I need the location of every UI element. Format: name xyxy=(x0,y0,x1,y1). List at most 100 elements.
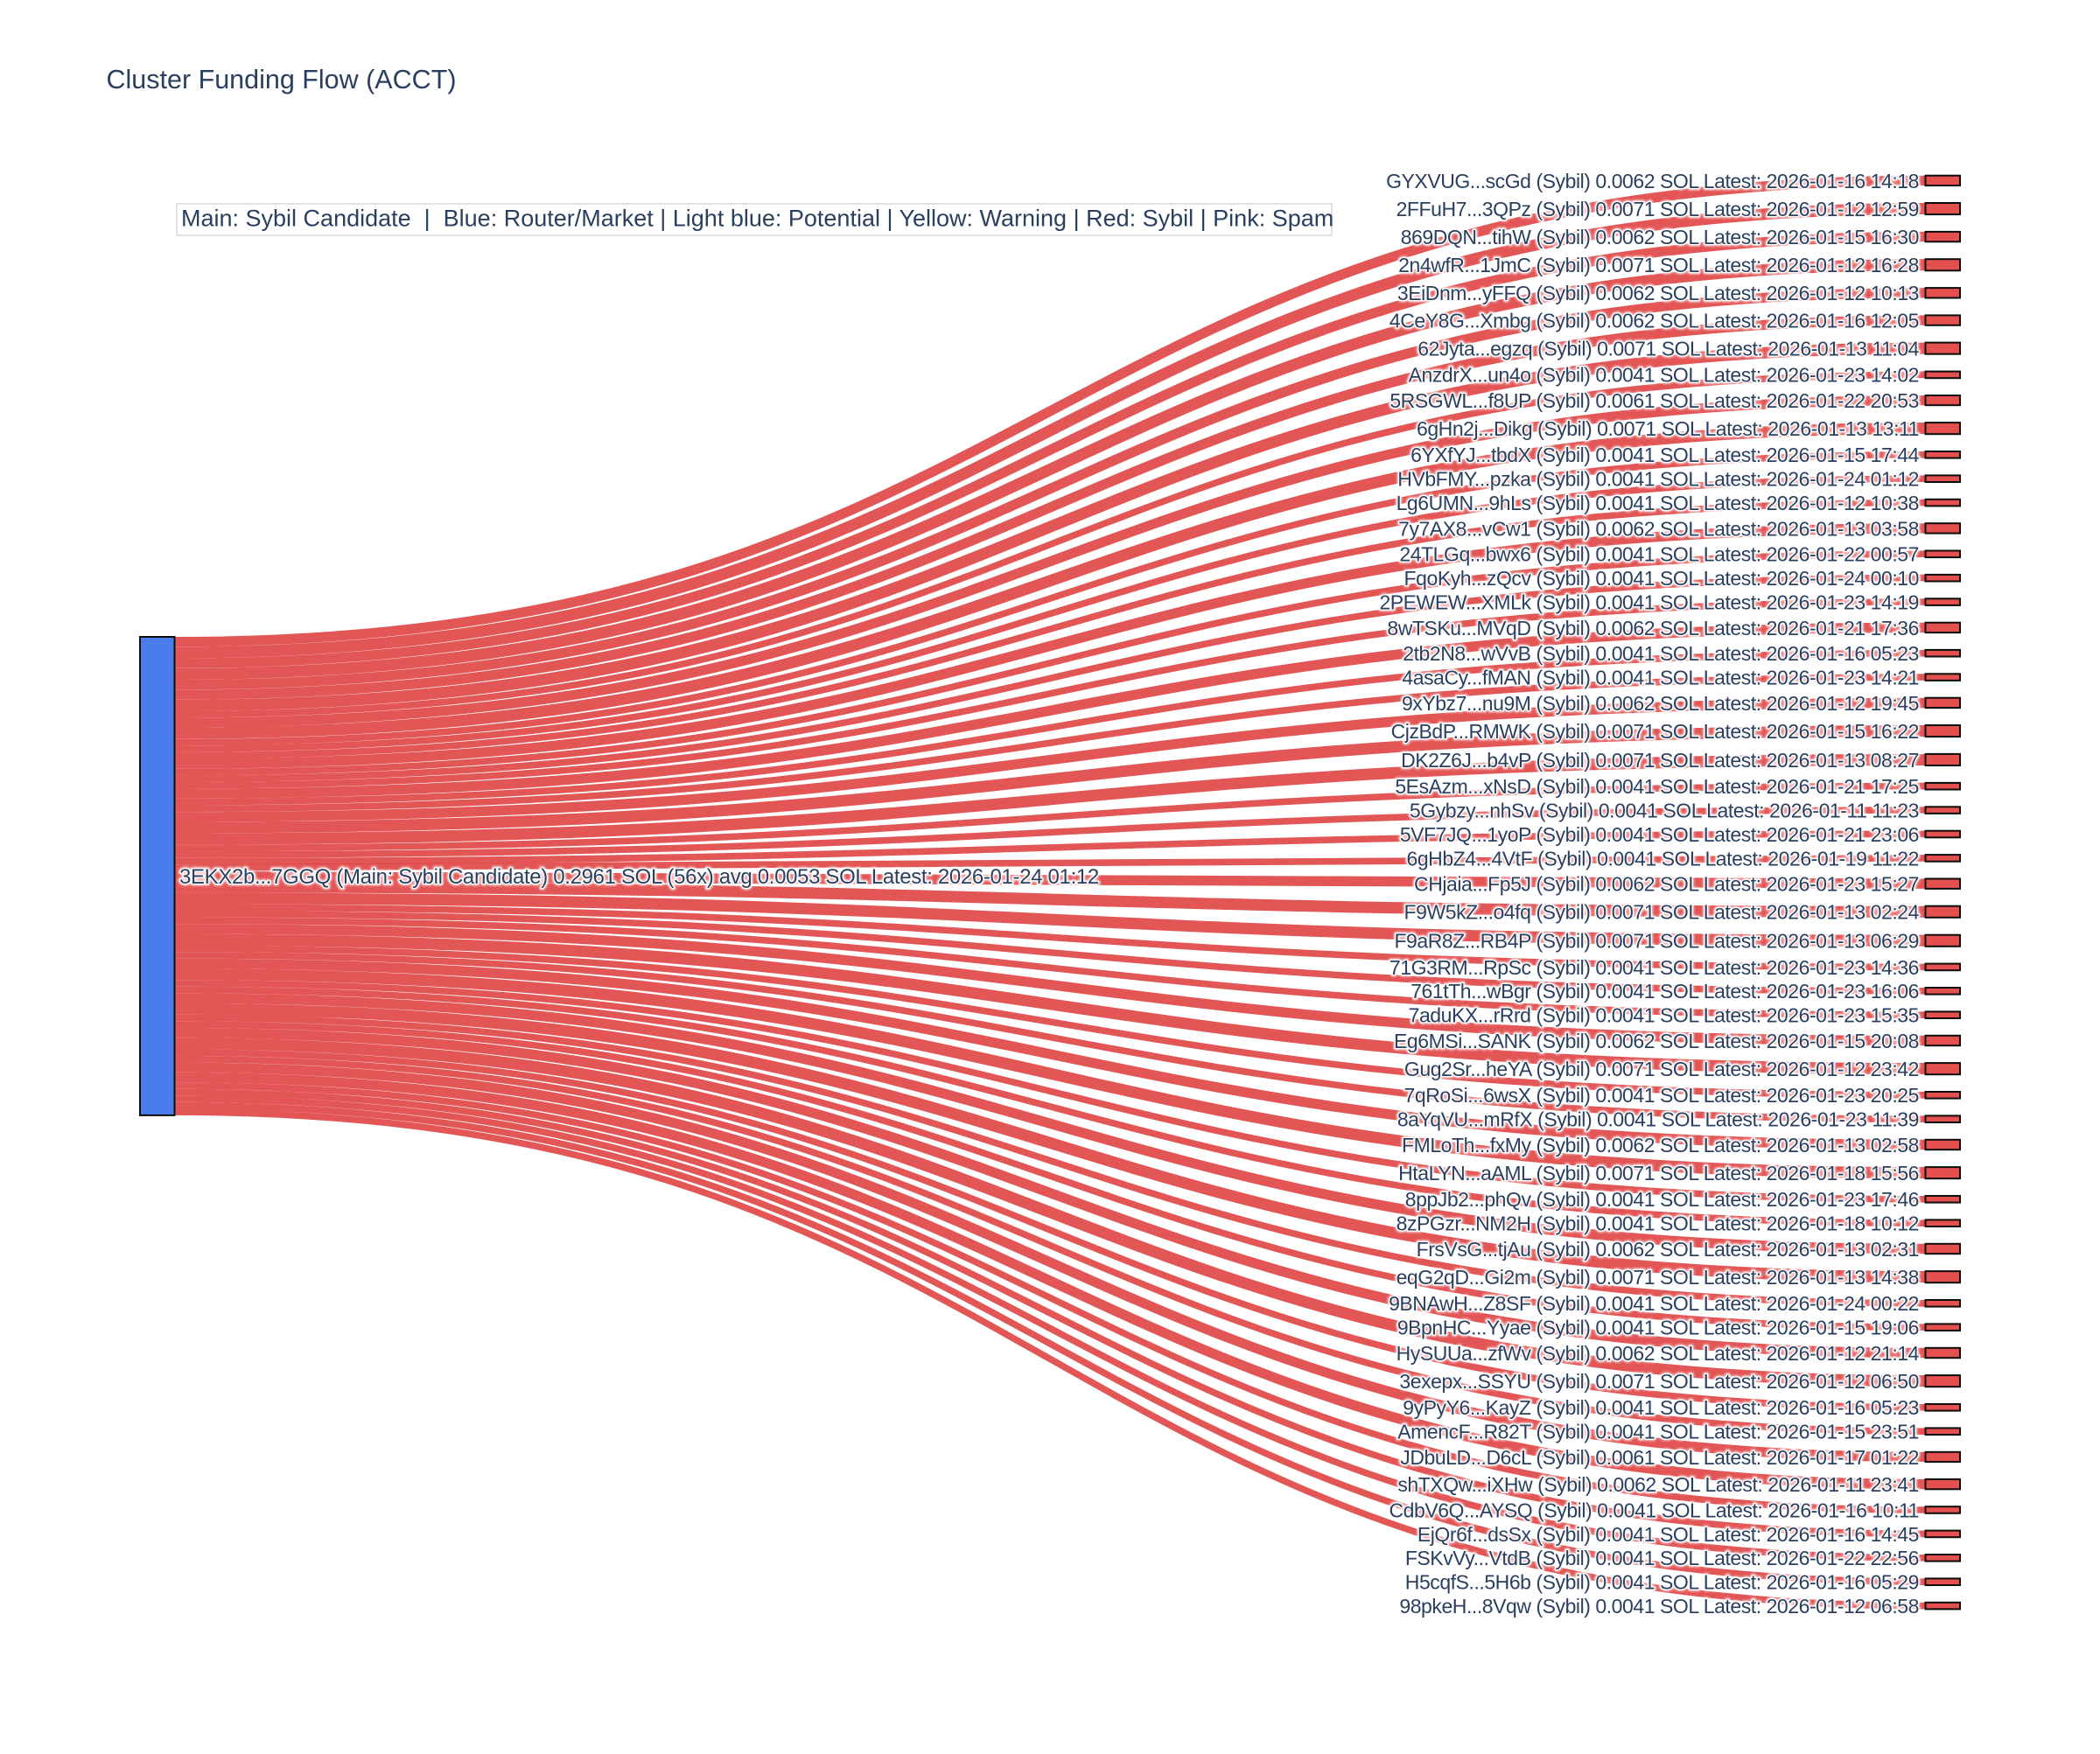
svg-text:Cluster Funding Flow (ACCT): Cluster Funding Flow (ACCT) xyxy=(107,65,457,94)
svg-text:F9W5kZ...o4fq (Sybil) 0.0071 S: F9W5kZ...o4fq (Sybil) 0.0071 SOL Latest:… xyxy=(1404,901,1920,924)
svg-text:HVbFMY...pzka (Sybil) 0.0041 S: HVbFMY...pzka (Sybil) 0.0041 SOL Latest:… xyxy=(1397,468,1919,491)
svg-text:5RSGWL...f8UP (Sybil) 0.0061 S: 5RSGWL...f8UP (Sybil) 0.0061 SOL Latest:… xyxy=(1390,389,1919,412)
svg-text:6gHn2j...Dikg (Sybil) 0.0071 S: 6gHn2j...Dikg (Sybil) 0.0071 SOL Latest:… xyxy=(1417,417,1919,440)
svg-text:H5cqfS...5H6b (Sybil) 0.0041 S: H5cqfS...5H6b (Sybil) 0.0041 SOL Latest:… xyxy=(1405,1571,1919,1594)
svg-text:9yPyY6...KayZ (Sybil) 0.0041 S: 9yPyY6...KayZ (Sybil) 0.0041 SOL Latest:… xyxy=(1403,1396,1919,1419)
svg-text:8ppJb2...phQv (Sybil) 0.0041 S: 8ppJb2...phQv (Sybil) 0.0041 SOL Latest:… xyxy=(1405,1188,1919,1211)
svg-text:6gHbZ4...4VtF (Sybil) 0.0041 S: 6gHbZ4...4VtF (Sybil) 0.0041 SOL Latest:… xyxy=(1407,847,1920,870)
svg-text:8zPGzr...NM2H (Sybil) 0.0041 S: 8zPGzr...NM2H (Sybil) 0.0041 SOL Latest:… xyxy=(1396,1212,1919,1235)
svg-text:8wTSKu...MVqD (Sybil) 0.0062 S: 8wTSKu...MVqD (Sybil) 0.0062 SOL Latest:… xyxy=(1387,617,1919,639)
svg-text:EjQr6f...dsSx (Sybil) 0.0041 S: EjQr6f...dsSx (Sybil) 0.0041 SOL Latest:… xyxy=(1418,1523,1919,1546)
svg-text:5VF7JQ...1yoP (Sybil) 0.0041 S: 5VF7JQ...1yoP (Sybil) 0.0041 SOL Latest:… xyxy=(1400,823,1919,846)
svg-text:62Jyta...egzq (Sybil) 0.0071 S: 62Jyta...egzq (Sybil) 0.0071 SOL Latest:… xyxy=(1418,338,1919,360)
svg-text:FrsVsG...tjAu (Sybil) 0.0062 S: FrsVsG...tjAu (Sybil) 0.0062 SOL Latest:… xyxy=(1417,1238,1919,1261)
svg-text:shTXQw...iXHw (Sybil) 0.0062 S: shTXQw...iXHw (Sybil) 0.0062 SOL Latest:… xyxy=(1397,1473,1919,1496)
svg-text:8zPGzr...NM2H (Sybil) 0.0041 S: 8zPGzr...NM2H (Sybil) 0.0041 SOL Latest:… xyxy=(1396,1212,1919,1235)
svg-text:2tb2N8...wVvB (Sybil) 0.0041 S: 2tb2N8...wVvB (Sybil) 0.0041 SOL Latest:… xyxy=(1403,642,1919,665)
svg-text:6YXfYJ...tbdX (Sybil) 0.0041 S: 6YXfYJ...tbdX (Sybil) 0.0041 SOL Latest:… xyxy=(1410,444,1919,466)
svg-text:5VF7JQ...1yoP (Sybil) 0.0041 S: 5VF7JQ...1yoP (Sybil) 0.0041 SOL Latest:… xyxy=(1400,823,1919,846)
svg-text:5EsAzm...xNsD (Sybil) 0.0041 S: 5EsAzm...xNsD (Sybil) 0.0041 SOL Latest:… xyxy=(1395,775,1919,798)
svg-text:GYXVUG...scGd (Sybil) 0.0062 S: GYXVUG...scGd (Sybil) 0.0062 SOL Latest:… xyxy=(1386,170,1919,192)
svg-text:AmencF...R82T (Sybil) 0.0041 S: AmencF...R82T (Sybil) 0.0041 SOL Latest:… xyxy=(1397,1421,1919,1443)
svg-text:CjzBdP...RMWK (Sybil) 0.0071 S: CjzBdP...RMWK (Sybil) 0.0071 SOL Latest:… xyxy=(1391,720,1919,743)
svg-text:HtaLYN...aAML (Sybil) 0.0071 S: HtaLYN...aAML (Sybil) 0.0071 SOL Latest:… xyxy=(1398,1162,1919,1184)
svg-text:761tTh...wBgr (Sybil) 0.0041 S: 761tTh...wBgr (Sybil) 0.0041 SOL Latest:… xyxy=(1410,980,1919,1003)
svg-text:AmencF...R82T (Sybil) 0.0041 S: AmencF...R82T (Sybil) 0.0041 SOL Latest:… xyxy=(1397,1421,1919,1443)
svg-text:eqG2qD...Gi2m (Sybil) 0.0071 S: eqG2qD...Gi2m (Sybil) 0.0071 SOL Latest:… xyxy=(1396,1266,1919,1289)
svg-text:HVbFMY...pzka (Sybil) 0.0041 S: HVbFMY...pzka (Sybil) 0.0041 SOL Latest:… xyxy=(1397,468,1919,491)
svg-text:5Gybzy...nhSv (Sybil) 0.0041 S: 5Gybzy...nhSv (Sybil) 0.0041 SOL Latest:… xyxy=(1410,799,1919,821)
svg-text:8wTSKu...MVqD (Sybil) 0.0062 S: 8wTSKu...MVqD (Sybil) 0.0062 SOL Latest:… xyxy=(1387,617,1919,639)
svg-text:CjzBdP...RMWK (Sybil) 0.0071 S: CjzBdP...RMWK (Sybil) 0.0071 SOL Latest:… xyxy=(1391,720,1919,743)
svg-text:9xYbz7...nu9M (Sybil) 0.0062 S: 9xYbz7...nu9M (Sybil) 0.0062 SOL Latest:… xyxy=(1402,692,1919,715)
svg-text:F9aR8Z...RB4P (Sybil) 0.0071 S: F9aR8Z...RB4P (Sybil) 0.0071 SOL Latest:… xyxy=(1394,930,1919,953)
svg-text:2FFuH7...3QPz (Sybil) 0.0071 S: 2FFuH7...3QPz (Sybil) 0.0071 SOL Latest:… xyxy=(1396,198,1919,220)
svg-text:HySUUa...zfWv (Sybil) 0.0062 S: HySUUa...zfWv (Sybil) 0.0062 SOL Latest:… xyxy=(1396,1342,1920,1365)
svg-text:FqoKyh...zQcv (Sybil) 0.0041 S: FqoKyh...zQcv (Sybil) 0.0041 SOL Latest:… xyxy=(1404,567,1919,590)
svg-text:HtaLYN...aAML (Sybil) 0.0071 S: HtaLYN...aAML (Sybil) 0.0071 SOL Latest:… xyxy=(1398,1162,1919,1184)
svg-text:761tTh...wBgr (Sybil) 0.0041 S: 761tTh...wBgr (Sybil) 0.0041 SOL Latest:… xyxy=(1410,980,1919,1003)
svg-text:Eg6MSi...SANK (Sybil) 0.0062 S: Eg6MSi...SANK (Sybil) 0.0062 SOL Latest:… xyxy=(1394,1030,1919,1052)
svg-text:FMLoTh...fxMy (Sybil) 0.0062 S: FMLoTh...fxMy (Sybil) 0.0062 SOL Latest:… xyxy=(1402,1134,1919,1157)
svg-text:eqG2qD...Gi2m (Sybil) 0.0071 S: eqG2qD...Gi2m (Sybil) 0.0071 SOL Latest:… xyxy=(1396,1266,1919,1289)
svg-text:F9aR8Z...RB4P (Sybil) 0.0071 S: F9aR8Z...RB4P (Sybil) 0.0071 SOL Latest:… xyxy=(1394,930,1919,953)
svg-text:Lg6UMN...9hLs (Sybil) 0.0041 S: Lg6UMN...9hLs (Sybil) 0.0041 SOL Latest:… xyxy=(1396,492,1919,514)
svg-text:8ppJb2...phQv (Sybil) 0.0041 S: 8ppJb2...phQv (Sybil) 0.0041 SOL Latest:… xyxy=(1405,1188,1919,1211)
svg-text:shTXQw...iXHw (Sybil) 0.0062 S: shTXQw...iXHw (Sybil) 0.0062 SOL Latest:… xyxy=(1397,1473,1919,1496)
svg-text:4CeY8G...Xmbg (Sybil) 0.0062 S: 4CeY8G...Xmbg (Sybil) 0.0062 SOL Latest:… xyxy=(1390,310,1919,332)
svg-text:9BpnHC...Yyae (Sybil) 0.0041 S: 9BpnHC...Yyae (Sybil) 0.0041 SOL Latest:… xyxy=(1397,1317,1919,1339)
svg-text:Gug2Sr...heYA (Sybil) 0.0071 S: Gug2Sr...heYA (Sybil) 0.0071 SOL Latest:… xyxy=(1404,1058,1919,1080)
svg-text:869DQN...tihW (Sybil) 0.0062 S: 869DQN...tihW (Sybil) 0.0062 SOL Latest:… xyxy=(1401,226,1919,248)
svg-text:2n4wfR...1JmC (Sybil) 0.0071 S: 2n4wfR...1JmC (Sybil) 0.0071 SOL Latest:… xyxy=(1398,254,1919,276)
svg-text:F9W5kZ...o4fq (Sybil) 0.0071 S: F9W5kZ...o4fq (Sybil) 0.0071 SOL Latest:… xyxy=(1404,901,1920,924)
svg-text:2tb2N8...wVvB (Sybil) 0.0041 S: 2tb2N8...wVvB (Sybil) 0.0041 SOL Latest:… xyxy=(1403,642,1919,665)
svg-text:6YXfYJ...tbdX (Sybil) 0.0041 S: 6YXfYJ...tbdX (Sybil) 0.0041 SOL Latest:… xyxy=(1410,444,1919,466)
svg-text:6gHn2j...Dikg (Sybil) 0.0071 S: 6gHn2j...Dikg (Sybil) 0.0071 SOL Latest:… xyxy=(1417,417,1919,440)
svg-text:7qRoSi...6wsX (Sybil) 0.0041 S: 7qRoSi...6wsX (Sybil) 0.0041 SOL Latest:… xyxy=(1404,1084,1919,1107)
svg-text:5EsAzm...xNsD (Sybil) 0.0041 S: 5EsAzm...xNsD (Sybil) 0.0041 SOL Latest:… xyxy=(1395,775,1919,798)
svg-text:8aYqVU...mRfX (Sybil) 0.0041 S: 8aYqVU...mRfX (Sybil) 0.0041 SOL Latest:… xyxy=(1397,1108,1919,1131)
svg-text:FqoKyh...zQcv (Sybil) 0.0041 S: FqoKyh...zQcv (Sybil) 0.0041 SOL Latest:… xyxy=(1404,567,1919,590)
svg-text:CHjaia...Fp5J (Sybil) 0.0062 S: CHjaia...Fp5J (Sybil) 0.0062 SOL Latest:… xyxy=(1414,873,1919,896)
svg-text:8aYqVU...mRfX (Sybil) 0.0041 S: 8aYqVU...mRfX (Sybil) 0.0041 SOL Latest:… xyxy=(1397,1108,1919,1131)
svg-text:FrsVsG...tjAu (Sybil) 0.0062 S: FrsVsG...tjAu (Sybil) 0.0062 SOL Latest:… xyxy=(1417,1238,1919,1261)
svg-text:3EiDnm...yFFQ (Sybil) 0.0062 S: 3EiDnm...yFFQ (Sybil) 0.0062 SOL Latest:… xyxy=(1397,282,1919,304)
svg-text:3exepx...SSYU (Sybil) 0.0071 S: 3exepx...SSYU (Sybil) 0.0071 SOL Latest:… xyxy=(1399,1370,1919,1393)
svg-text:H5cqfS...5H6b (Sybil) 0.0041 S: H5cqfS...5H6b (Sybil) 0.0041 SOL Latest:… xyxy=(1405,1571,1919,1594)
svg-text:AnzdrX...un4o (Sybil) 0.0041 S: AnzdrX...un4o (Sybil) 0.0041 SOL Latest:… xyxy=(1409,364,1919,387)
svg-text:3EKX2b...7GGQ (Main: Sybil Can: 3EKX2b...7GGQ (Main: Sybil Candidate) 0.… xyxy=(179,865,1099,889)
svg-text:2PEWEW...XMLk (Sybil) 0.0041 S: 2PEWEW...XMLk (Sybil) 0.0041 SOL Latest:… xyxy=(1379,590,1919,613)
svg-text:7aduKX...rRrd (Sybil) 0.0041 S: 7aduKX...rRrd (Sybil) 0.0041 SOL Latest:… xyxy=(1409,1004,1919,1027)
svg-text:CdbV6Q...AYSQ (Sybil) 0.0041 S: CdbV6Q...AYSQ (Sybil) 0.0041 SOL Latest:… xyxy=(1389,1499,1919,1521)
svg-text:62Jyta...egzq (Sybil) 0.0071 S: 62Jyta...egzq (Sybil) 0.0071 SOL Latest:… xyxy=(1418,338,1919,360)
svg-text:FMLoTh...fxMy (Sybil) 0.0062 S: FMLoTh...fxMy (Sybil) 0.0062 SOL Latest:… xyxy=(1402,1134,1919,1157)
svg-text:GYXVUG...scGd (Sybil) 0.0062 S: GYXVUG...scGd (Sybil) 0.0062 SOL Latest:… xyxy=(1386,170,1919,192)
svg-text:4CeY8G...Xmbg (Sybil) 0.0062 S: 4CeY8G...Xmbg (Sybil) 0.0062 SOL Latest:… xyxy=(1390,310,1919,332)
svg-text:Lg6UMN...9hLs (Sybil) 0.0041 S: Lg6UMN...9hLs (Sybil) 0.0041 SOL Latest:… xyxy=(1396,492,1919,514)
svg-text:Gug2Sr...heYA (Sybil) 0.0071 S: Gug2Sr...heYA (Sybil) 0.0071 SOL Latest:… xyxy=(1404,1058,1919,1080)
svg-text:6gHbZ4...4VtF (Sybil) 0.0041 S: 6gHbZ4...4VtF (Sybil) 0.0041 SOL Latest:… xyxy=(1407,847,1920,870)
svg-text:HySUUa...zfWv (Sybil) 0.0062 S: HySUUa...zfWv (Sybil) 0.0062 SOL Latest:… xyxy=(1396,1342,1920,1365)
svg-text:9xYbz7...nu9M (Sybil) 0.0062 S: 9xYbz7...nu9M (Sybil) 0.0062 SOL Latest:… xyxy=(1402,692,1919,715)
svg-text:9BNAwH...Z8SF (Sybil) 0.0041 S: 9BNAwH...Z8SF (Sybil) 0.0041 SOL Latest:… xyxy=(1389,1292,1919,1315)
svg-text:JDbuLD...D6cL (Sybil) 0.0061 S: JDbuLD...D6cL (Sybil) 0.0061 SOL Latest:… xyxy=(1400,1446,1919,1469)
svg-text:2FFuH7...3QPz (Sybil) 0.0071 S: 2FFuH7...3QPz (Sybil) 0.0071 SOL Latest:… xyxy=(1396,198,1919,220)
svg-text:Main: Sybil Candidate | Blue: Main: Sybil Candidate | Blue: Router/Mar… xyxy=(181,206,1334,232)
svg-text:9yPyY6...KayZ (Sybil) 0.0041 S: 9yPyY6...KayZ (Sybil) 0.0041 SOL Latest:… xyxy=(1403,1396,1919,1419)
svg-text:3exepx...SSYU (Sybil) 0.0071 S: 3exepx...SSYU (Sybil) 0.0071 SOL Latest:… xyxy=(1399,1370,1919,1393)
svg-text:JDbuLD...D6cL (Sybil) 0.0061 S: JDbuLD...D6cL (Sybil) 0.0061 SOL Latest:… xyxy=(1400,1446,1919,1469)
svg-text:9BpnHC...Yyae (Sybil) 0.0041 S: 9BpnHC...Yyae (Sybil) 0.0041 SOL Latest:… xyxy=(1397,1317,1919,1339)
svg-text:Eg6MSi...SANK (Sybil) 0.0062 S: Eg6MSi...SANK (Sybil) 0.0062 SOL Latest:… xyxy=(1394,1030,1919,1052)
svg-text:4asaCy...fMAN (Sybil) 0.0041 S: 4asaCy...fMAN (Sybil) 0.0041 SOL Latest:… xyxy=(1402,667,1919,689)
svg-text:98pkeH...8Vqw (Sybil) 0.0041 S: 98pkeH...8Vqw (Sybil) 0.0041 SOL Latest:… xyxy=(1399,1595,1919,1618)
svg-text:7aduKX...rRrd (Sybil) 0.0041 S: 7aduKX...rRrd (Sybil) 0.0041 SOL Latest:… xyxy=(1409,1004,1919,1027)
svg-text:CdbV6Q...AYSQ (Sybil) 0.0041 S: CdbV6Q...AYSQ (Sybil) 0.0041 SOL Latest:… xyxy=(1389,1499,1919,1521)
svg-text:CHjaia...Fp5J (Sybil) 0.0062 S: CHjaia...Fp5J (Sybil) 0.0062 SOL Latest:… xyxy=(1414,873,1919,896)
svg-text:9BNAwH...Z8SF (Sybil) 0.0041 S: 9BNAwH...Z8SF (Sybil) 0.0041 SOL Latest:… xyxy=(1389,1292,1919,1315)
svg-text:7qRoSi...6wsX (Sybil) 0.0041 S: 7qRoSi...6wsX (Sybil) 0.0041 SOL Latest:… xyxy=(1404,1084,1919,1107)
svg-text:3EiDnm...yFFQ (Sybil) 0.0062 S: 3EiDnm...yFFQ (Sybil) 0.0062 SOL Latest:… xyxy=(1397,282,1919,304)
svg-text:DK2Z6J...b4vP (Sybil) 0.0071 S: DK2Z6J...b4vP (Sybil) 0.0071 SOL Latest:… xyxy=(1401,749,1919,772)
svg-text:EjQr6f...dsSx (Sybil) 0.0041 S: EjQr6f...dsSx (Sybil) 0.0041 SOL Latest:… xyxy=(1418,1523,1919,1546)
svg-text:2PEWEW...XMLk (Sybil) 0.0041 S: 2PEWEW...XMLk (Sybil) 0.0041 SOL Latest:… xyxy=(1379,590,1919,613)
svg-text:4asaCy...fMAN (Sybil) 0.0041 S: 4asaCy...fMAN (Sybil) 0.0041 SOL Latest:… xyxy=(1402,667,1919,689)
